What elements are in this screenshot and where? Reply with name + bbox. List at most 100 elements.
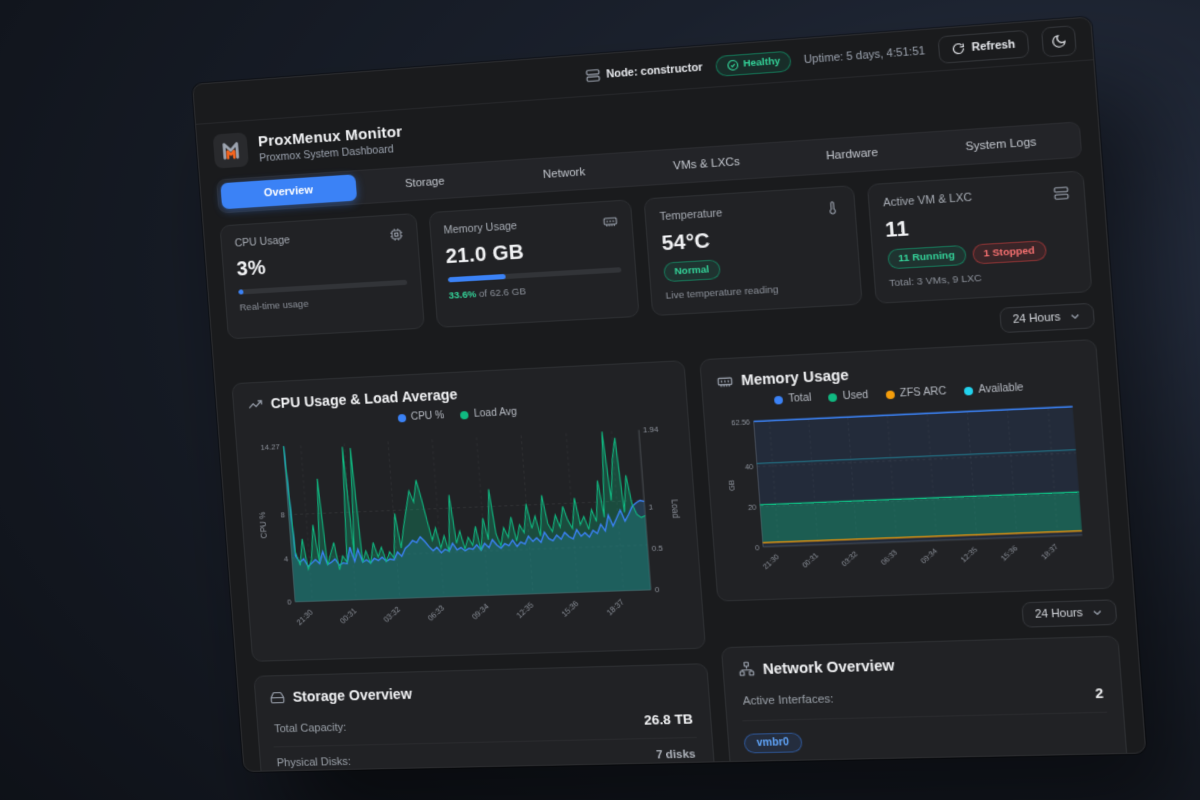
time-range-value: 24 Hours	[1012, 311, 1061, 326]
vm-card-sub: Total: 3 VMs, 9 LXC	[889, 267, 1076, 289]
legend-dot-total	[774, 395, 783, 404]
svg-text:00:31: 00:31	[338, 606, 358, 626]
refresh-icon	[951, 41, 965, 55]
tab-storage[interactable]: Storage	[355, 165, 495, 201]
node-label: Node: constructor	[606, 61, 703, 80]
svg-text:1: 1	[648, 503, 653, 513]
chevron-down-icon-2	[1090, 606, 1104, 619]
legend-dot-used	[828, 393, 837, 402]
svg-text:18:37: 18:37	[1040, 543, 1060, 561]
refresh-button-label: Refresh	[971, 38, 1016, 54]
thermometer-icon	[824, 200, 840, 216]
health-badge: Healthy	[715, 50, 792, 76]
storage-card-title: Storage Overview	[292, 686, 412, 705]
legend-dot-load	[460, 410, 469, 419]
svg-text:GB: GB	[726, 479, 737, 491]
time-range-select[interactable]: 24 Hours	[1000, 303, 1096, 333]
node-info: Node: constructor	[585, 60, 703, 83]
storage-capacity-label: Total Capacity:	[274, 721, 347, 735]
svg-text:20: 20	[748, 504, 757, 512]
legend-item-used: Used	[828, 390, 868, 403]
left-column: CPU Usage & Load Average CPU % Load Avg …	[231, 360, 716, 772]
moon-icon	[1050, 33, 1067, 49]
temperature-card: Temperature 54°C Normal Live temperature…	[643, 185, 862, 316]
svg-text:40: 40	[745, 464, 754, 472]
legend-dot-zfs-arc	[885, 390, 894, 399]
svg-text:0: 0	[287, 598, 292, 607]
tab-system-logs[interactable]: System Logs	[925, 126, 1078, 164]
vm-card-label: Active VM & LXC	[883, 191, 973, 209]
network-interfaces-value: 2	[1095, 685, 1104, 701]
svg-text:1.94: 1.94	[643, 425, 660, 435]
svg-text:12:35: 12:35	[515, 600, 536, 620]
proxmenux-logo-icon	[213, 132, 249, 168]
time-range-select-2[interactable]: 24 Hours	[1022, 599, 1118, 627]
tab-vms-lxcs[interactable]: VMs & LXCs	[634, 146, 780, 182]
server-stack-icon	[1053, 185, 1070, 201]
legend-item-zfs-arc: ZFS ARC	[885, 386, 947, 400]
svg-text:62.56: 62.56	[731, 419, 750, 427]
network-interfaces-label: Active Interfaces:	[742, 693, 834, 708]
ram-chart-icon	[716, 373, 733, 389]
storage-disks-label: Physical Disks:	[276, 756, 351, 770]
cpu-usage-card: CPU Usage 3% Real-time usage	[220, 213, 425, 339]
tab-overview[interactable]: Overview	[220, 174, 357, 209]
cpu-chip-icon	[388, 227, 403, 242]
network-row-interfaces: Active Interfaces: 2	[739, 674, 1107, 721]
svg-text:CPU %: CPU %	[258, 512, 269, 539]
svg-text:0: 0	[755, 545, 760, 552]
svg-text:18:37: 18:37	[605, 597, 626, 617]
cpu-load-chart: 21:30 00:31 03:32 06:33 09:34 12:35 15:36 18:37…	[250, 413, 689, 653]
right-column: Memory Usage Total Used ZFS ARC Availabl…	[699, 339, 1128, 771]
cpu-card-sub: Real-time usage	[239, 293, 408, 314]
svg-text:14.27: 14.27	[260, 442, 280, 452]
cpu-chart-title: CPU Usage & Load Average	[270, 386, 458, 411]
theme-toggle-button[interactable]	[1041, 25, 1077, 57]
range-selector-row-2: 24 Hours	[718, 599, 1118, 637]
cpu-load-chart-card: CPU Usage & Load Average CPU % Load Avg …	[231, 360, 705, 662]
cpu-progress-fill	[238, 289, 243, 294]
server-icon	[585, 67, 601, 82]
chevron-down-icon	[1068, 310, 1082, 324]
memory-progress-fill	[447, 274, 505, 282]
svg-text:4: 4	[284, 554, 290, 563]
legend-item-available: Available	[964, 382, 1024, 396]
cpu-card-label: CPU Usage	[234, 234, 290, 249]
network-icon	[738, 661, 755, 677]
svg-text:06:33: 06:33	[426, 603, 447, 623]
svg-text:03:32: 03:32	[840, 550, 859, 568]
legend-dot-available	[964, 386, 973, 395]
svg-text:06:33: 06:33	[880, 549, 899, 567]
cpu-usage-value: 3%	[236, 248, 406, 281]
network-interface-badge: vmbr0	[743, 732, 802, 753]
memory-chart-title: Memory Usage	[741, 366, 850, 388]
tab-network[interactable]: Network	[493, 156, 636, 192]
hard-drive-icon	[269, 690, 285, 705]
uptime-label: Uptime: 5 days, 4:51:51	[803, 44, 925, 66]
svg-text:09:34: 09:34	[920, 548, 939, 566]
active-vm-lxc-card: Active VM & LXC 11 11 Running 1 Stopped …	[866, 170, 1092, 304]
time-range-value-2: 24 Hours	[1034, 607, 1083, 621]
ram-icon	[602, 214, 618, 229]
trending-up-icon	[247, 396, 263, 412]
memory-usage-value: 21.0 GB	[445, 235, 621, 269]
svg-text:Load: Load	[669, 499, 680, 518]
cpu-progress-bar	[238, 280, 407, 295]
health-badge-label: Healthy	[743, 56, 781, 70]
svg-text:21:30: 21:30	[762, 553, 781, 571]
memory-card-label: Memory Usage	[443, 220, 517, 237]
refresh-button[interactable]: Refresh	[937, 29, 1029, 63]
network-overview-card: Network Overview Active Interfaces: 2 vm…	[721, 635, 1128, 771]
temperature-value: 54°C	[661, 222, 843, 257]
svg-text:15:36: 15:36	[560, 599, 581, 619]
tab-hardware[interactable]: Hardware	[778, 136, 927, 173]
svg-text:8: 8	[280, 511, 285, 520]
svg-text:00:31: 00:31	[801, 552, 820, 570]
network-card-title: Network Overview	[762, 657, 895, 677]
svg-text:03:32: 03:32	[382, 605, 402, 625]
memory-chart-card: Memory Usage Total Used ZFS ARC Availabl…	[699, 339, 1115, 602]
temperature-card-sub: Live temperature reading	[665, 280, 846, 302]
temperature-card-label: Temperature	[659, 207, 723, 223]
legend-item-cpu: CPU %	[397, 410, 445, 423]
legend-dot-cpu	[397, 413, 406, 421]
